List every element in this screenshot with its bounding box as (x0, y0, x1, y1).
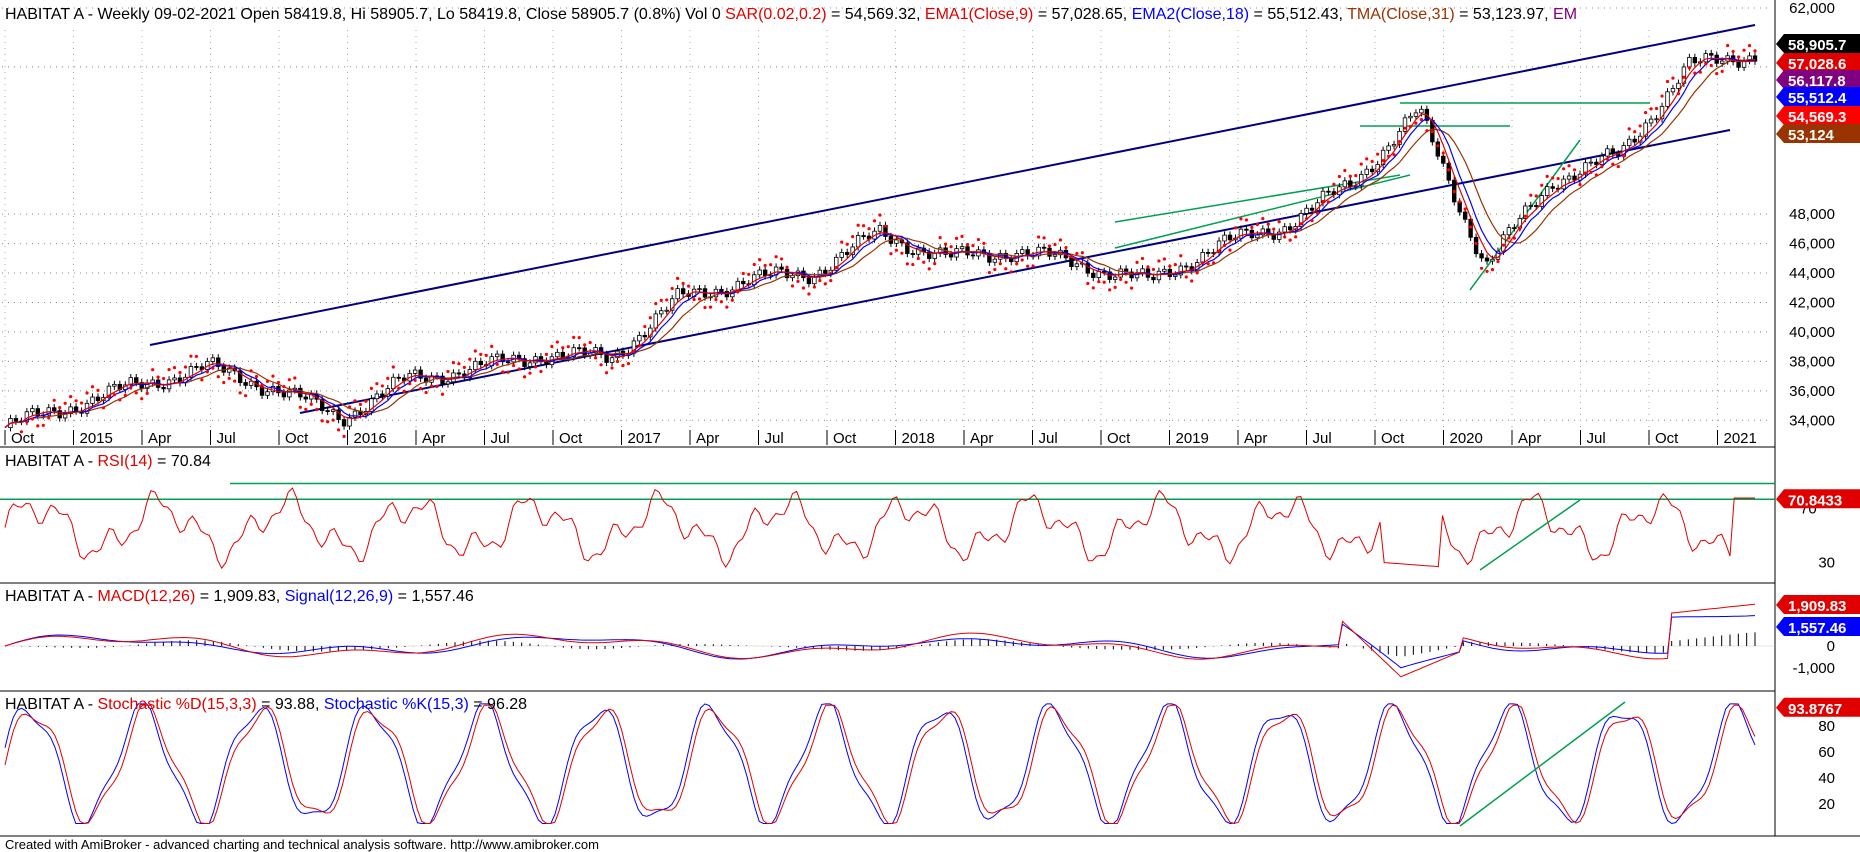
candle-body (134, 377, 139, 383)
candle-body (500, 353, 505, 363)
candle-body (161, 387, 166, 390)
candle-body (637, 335, 642, 342)
candle-body (522, 358, 527, 367)
candle-body (642, 335, 648, 338)
candle-body (128, 377, 133, 386)
candle-body (188, 366, 194, 378)
candle-body (369, 398, 374, 412)
candle-body (303, 396, 308, 400)
candle-body (73, 406, 79, 412)
candle-body (13, 418, 19, 422)
candle-body (112, 383, 117, 387)
candle-body (216, 357, 221, 367)
candle-body (68, 406, 73, 415)
candle-body (210, 357, 216, 362)
candle-body (555, 351, 560, 358)
candle-body (604, 354, 609, 363)
candle-body (90, 396, 95, 404)
candle-body (593, 347, 598, 354)
candle-body (352, 410, 358, 418)
candle-body (577, 347, 582, 350)
candle-body (194, 366, 199, 368)
candle-body (95, 396, 101, 402)
candle-body (478, 360, 483, 366)
candle-body (473, 360, 478, 370)
candle-body (494, 353, 500, 358)
candle-body (374, 393, 380, 400)
candle-body (341, 419, 347, 427)
candle-body (243, 382, 248, 386)
candle-body (391, 376, 396, 390)
candle-body (35, 408, 41, 416)
candle-body (237, 370, 243, 383)
candle-body (319, 398, 325, 411)
candle-body (52, 407, 57, 412)
candle-body (172, 377, 177, 381)
candle-body (527, 362, 533, 367)
candle-body (325, 410, 330, 412)
candle-body (30, 408, 35, 413)
candle-body (659, 310, 664, 315)
candle-body (330, 409, 336, 412)
candle-body (396, 376, 401, 379)
candle-body (418, 369, 423, 379)
candle-body (538, 356, 544, 362)
candle-body (380, 393, 385, 397)
candle-body (571, 347, 576, 358)
candle-body (248, 380, 254, 386)
candle-body (227, 367, 232, 373)
candle-body (281, 392, 287, 398)
candle-body (287, 389, 292, 398)
candle-body (445, 381, 451, 385)
channel-upper-line (149, 24, 1756, 346)
candle-body (505, 361, 511, 364)
candle-body (412, 369, 418, 374)
candle-body (265, 391, 270, 396)
channel-lower-line (299, 129, 1731, 414)
candle-body (653, 313, 658, 329)
candle-body (609, 357, 615, 363)
candle-body (347, 416, 352, 427)
candle-body (664, 309, 669, 312)
candle-body (456, 372, 462, 375)
